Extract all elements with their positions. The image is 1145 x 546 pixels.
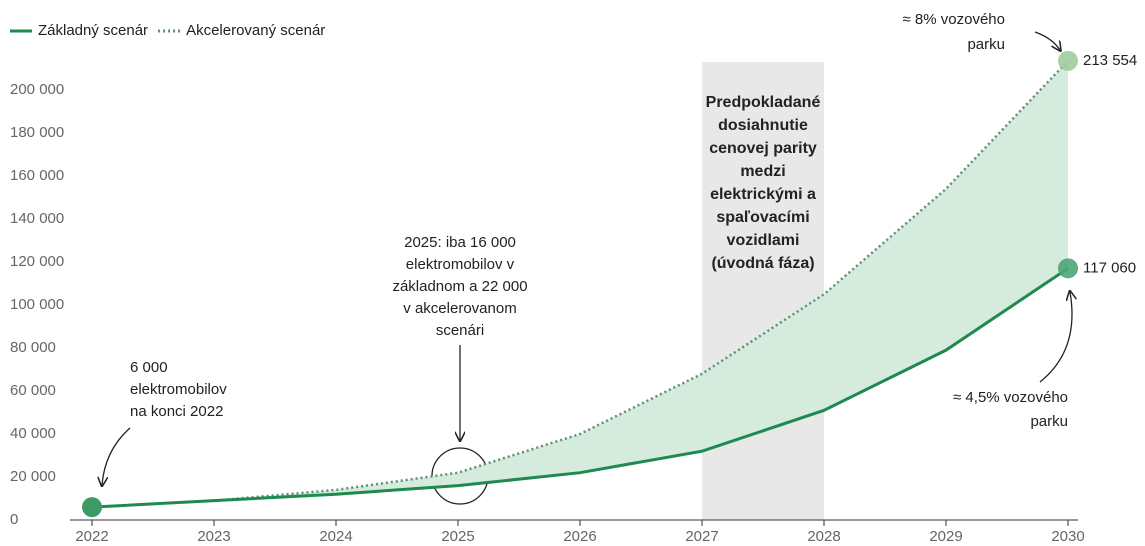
x-tick-label: 2024 bbox=[319, 528, 352, 545]
x-tick-label: 2030 bbox=[1051, 528, 1084, 545]
series-line bbox=[91, 59, 1069, 509]
band-label: elektrickými a bbox=[710, 186, 816, 203]
value-label: 213 554 bbox=[1083, 52, 1137, 69]
annotation: parku bbox=[967, 36, 1005, 53]
band-label: spaľovacími bbox=[716, 209, 809, 226]
x-tick-label: 2023 bbox=[197, 528, 230, 545]
end-point bbox=[1058, 50, 1078, 71]
arrow bbox=[1034, 31, 1060, 50]
value-label: 117 060 bbox=[1083, 259, 1136, 276]
x-tick-label: 2025 bbox=[441, 528, 474, 545]
start-point bbox=[82, 497, 102, 518]
annotation: ≈ 4,5% vozového bbox=[953, 389, 1068, 406]
annotation: ≈ 8% vozového bbox=[903, 11, 1005, 28]
band-label: medzi bbox=[740, 163, 785, 180]
end-point bbox=[1058, 258, 1078, 279]
band-label: (úvodná fáza) bbox=[711, 255, 814, 272]
x-tick-label: 2027 bbox=[685, 528, 718, 545]
y-tick-label: 0 bbox=[10, 511, 18, 528]
annotation: 2025: iba 16 000 bbox=[404, 234, 516, 251]
x-tick-label: 2026 bbox=[563, 528, 596, 545]
band-label: Predpokladané bbox=[706, 94, 821, 111]
y-tick-label: 40 000 bbox=[10, 425, 56, 442]
y-tick-label: 100 000 bbox=[10, 296, 64, 313]
arrow bbox=[1039, 292, 1072, 383]
x-tick-label: 2022 bbox=[75, 528, 108, 545]
x-tick-label: 2028 bbox=[807, 528, 840, 545]
y-tick-label: 80 000 bbox=[10, 339, 56, 356]
annotation: elektromobilov v bbox=[406, 256, 515, 273]
y-tick-label: 60 000 bbox=[10, 382, 56, 399]
band-label: vozidlami bbox=[727, 232, 800, 249]
y-tick-label: 20 000 bbox=[10, 468, 56, 485]
annotation: scenári bbox=[436, 322, 484, 339]
x-tick-label: 2029 bbox=[929, 528, 962, 545]
y-tick-label: 120 000 bbox=[10, 253, 64, 270]
series-line bbox=[91, 267, 1069, 509]
band-label: dosiahnutie bbox=[718, 117, 808, 134]
y-tick-label: 200 000 bbox=[10, 81, 64, 98]
annotation: parku bbox=[1030, 413, 1068, 430]
legend-label: Základný scenár bbox=[38, 22, 148, 39]
band-label: cenovej parity bbox=[709, 140, 817, 157]
annotation: 6 000 bbox=[130, 359, 168, 376]
gap-area bbox=[92, 60, 1068, 508]
arrow bbox=[102, 427, 131, 485]
annotation: elektromobilov bbox=[130, 381, 227, 398]
y-tick-label: 160 000 bbox=[10, 167, 64, 184]
y-tick-label: 140 000 bbox=[10, 210, 64, 227]
y-tick-label: 180 000 bbox=[10, 124, 64, 141]
annotation: na konci 2022 bbox=[130, 403, 223, 420]
legend-label: Akcelerovaný scenár bbox=[186, 22, 325, 39]
annotation: v akcelerovanom bbox=[403, 300, 516, 317]
annotation: základnom a 22 000 bbox=[392, 278, 527, 295]
